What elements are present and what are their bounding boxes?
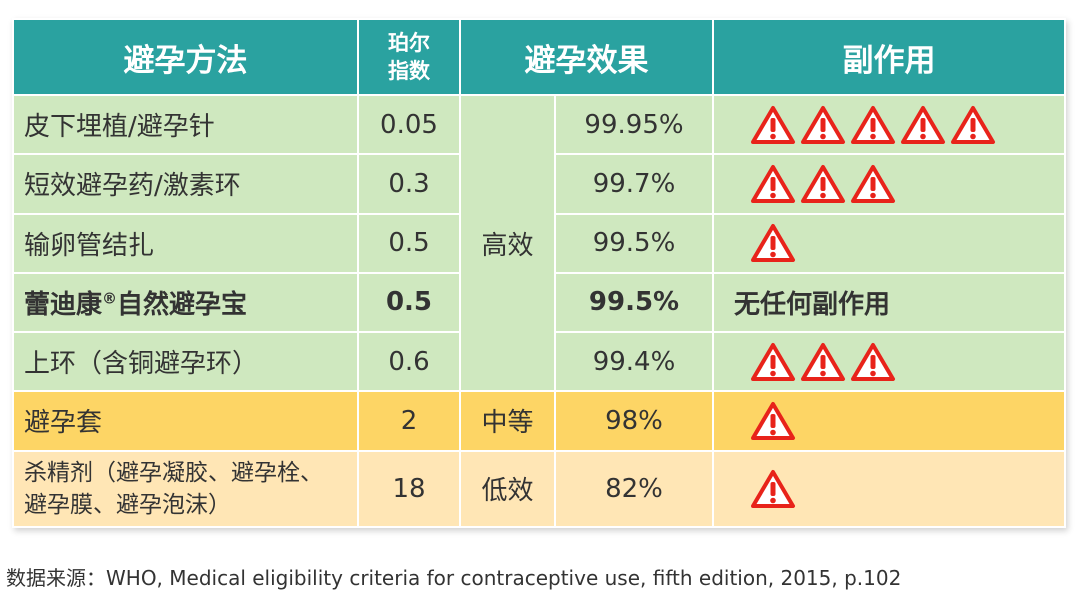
method-brand: 蕾迪康: [24, 289, 103, 320]
table-row: 上环（含铜避孕环） 0.6 99.4%: [12, 331, 1066, 393]
effectiveness-cell: 99.95%: [554, 93, 714, 156]
side-effects-cell: [712, 212, 1066, 274]
group-high-cell: 高效: [459, 93, 556, 393]
effectiveness-cell: 99.5%: [554, 271, 714, 334]
table-row: 杀精剂（避孕凝胶、避孕栓、 避孕膜、避孕泡沫） 18 低效 82%: [12, 449, 1066, 529]
pearl-index-cell: 0.6: [357, 331, 461, 393]
effectiveness-cell: 98%: [554, 390, 714, 452]
warning-triangle-icon: [801, 342, 845, 381]
effectiveness-cell: 99.5%: [554, 212, 714, 274]
warning-triangle-icon: [951, 105, 995, 144]
header-effectiveness: 避孕效果: [459, 18, 714, 96]
method-cell: 上环（含铜避孕环）: [12, 331, 359, 393]
warning-triangle-icon: [851, 342, 895, 381]
pearl-index-cell: 0.3: [357, 153, 461, 215]
header-pearl-line2: 指数: [388, 59, 430, 83]
pearl-index-cell: 0.5: [357, 271, 461, 334]
contraception-comparison-table: 避孕方法 珀尔 指数 避孕效果 副作用 皮下埋植/避孕针 0.05 高效 99.…: [12, 18, 1066, 529]
method-cell: 蕾迪康®自然避孕宝: [12, 271, 359, 334]
header-pearl-index: 珀尔 指数: [357, 18, 461, 96]
table-row: 避孕套 2 中等 98%: [12, 390, 1066, 452]
warning-triangle-icon: [851, 105, 895, 144]
group-medium-cell: 中等: [459, 390, 556, 452]
method-cell: 避孕套: [12, 390, 359, 452]
effectiveness-cell: 99.7%: [554, 153, 714, 215]
method-cell: 皮下埋植/避孕针: [12, 93, 359, 156]
effectiveness-cell: 99.4%: [554, 331, 714, 393]
registered-mark: ®: [102, 289, 118, 308]
header-side-effects: 副作用: [712, 18, 1066, 96]
header-row: 避孕方法 珀尔 指数 避孕效果 副作用: [12, 18, 1066, 96]
warning-triangle-icon: [901, 105, 945, 144]
method-line1: 杀精剂（避孕凝胶、避孕栓、: [24, 459, 323, 486]
data-source-note: 数据来源：WHO, Medical eligibility criteria f…: [6, 566, 902, 590]
side-effects-cell: [712, 93, 1066, 156]
table-row: 皮下埋植/避孕针 0.05 高效 99.95%: [12, 93, 1066, 393]
pearl-index-cell: 0.05: [357, 93, 461, 156]
header-method: 避孕方法: [12, 18, 359, 96]
method-brand-suffix: 自然避孕宝: [117, 289, 248, 320]
side-effects-text: 无任何副作用: [712, 271, 1066, 334]
pearl-index-cell: 0.5: [357, 212, 461, 274]
group-low-cell: 低效: [459, 449, 556, 529]
method-cell: 输卵管结扎: [12, 212, 359, 274]
warning-triangle-icon: [751, 342, 795, 381]
pearl-index-cell: 2: [357, 390, 461, 452]
side-effects-cell: [712, 153, 1066, 215]
side-effects-cell: [712, 331, 1066, 393]
warning-triangle-icon: [751, 164, 795, 203]
header-pearl-line1: 珀尔: [388, 31, 430, 55]
method-cell: 杀精剂（避孕凝胶、避孕栓、 避孕膜、避孕泡沫）: [12, 449, 359, 529]
warning-triangle-icon: [751, 105, 795, 144]
table-row: 输卵管结扎 0.5 99.5%: [12, 212, 1066, 274]
warning-triangle-icon: [801, 164, 845, 203]
effectiveness-cell: 82%: [554, 449, 714, 529]
side-effects-cell: [712, 390, 1066, 452]
method-cell: 短效避孕药/激素环: [12, 153, 359, 215]
side-effects-cell: [712, 449, 1066, 529]
table-row: 短效避孕药/激素环 0.3 99.7%: [12, 153, 1066, 215]
warning-triangle-icon: [751, 401, 795, 440]
table-row-highlight: 蕾迪康®自然避孕宝 0.5 99.5% 无任何副作用: [12, 271, 1066, 334]
warning-triangle-icon: [751, 469, 795, 508]
warning-triangle-icon: [851, 164, 895, 203]
warning-triangle-icon: [801, 105, 845, 144]
warning-triangle-icon: [751, 224, 795, 263]
method-line2: 避孕膜、避孕泡沫）: [24, 491, 231, 518]
pearl-index-cell: 18: [357, 449, 461, 529]
